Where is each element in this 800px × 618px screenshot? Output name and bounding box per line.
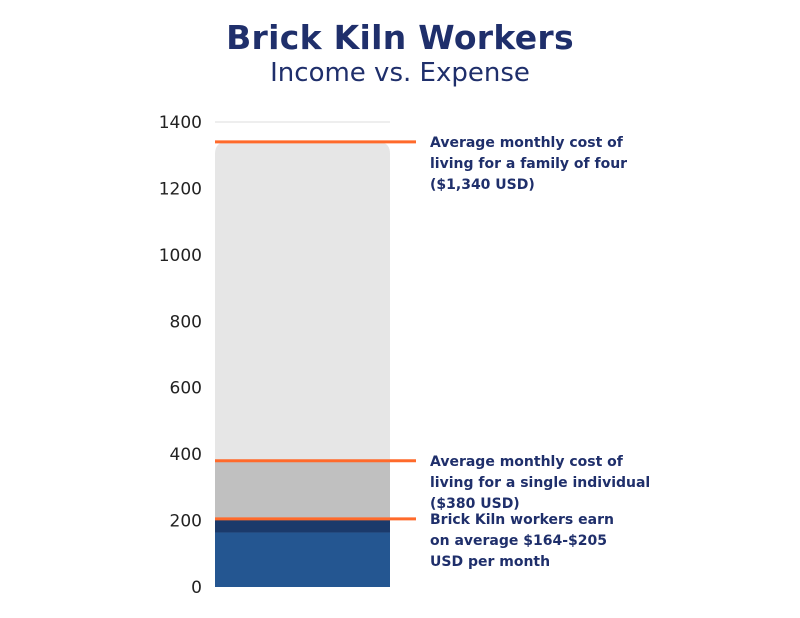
y-tick-label: 200 [170, 512, 202, 532]
chart-subtitle: Income vs. Expense [270, 58, 530, 88]
y-axis: 0 200 400 600 800 1000 1200 1400 [159, 113, 390, 598]
chart-title: Brick Kiln Workers [226, 18, 574, 57]
reference-line-label: Average monthly cost of living for a fami… [430, 135, 627, 193]
y-tick-label: 1400 [159, 113, 202, 133]
reference-line-label: Brick Kiln workers earn on average $164-$… [430, 512, 614, 570]
y-tick-label: 400 [170, 445, 202, 465]
bar-segment [215, 141, 390, 461]
bar-segment [215, 460, 390, 519]
reference-line-label: Average monthly cost of living for a sing… [430, 454, 650, 512]
reference-lines: Average monthly cost of living for a fami… [215, 135, 650, 570]
y-tick-label: 1200 [159, 179, 202, 199]
y-tick-label: 1000 [159, 246, 202, 266]
y-tick-label: 0 [191, 578, 202, 598]
y-tick-label: 600 [170, 379, 202, 399]
y-tick-label: 800 [170, 312, 202, 332]
bar-segment [215, 518, 390, 533]
stacked-bar [215, 141, 390, 587]
bar-segment [215, 532, 390, 587]
